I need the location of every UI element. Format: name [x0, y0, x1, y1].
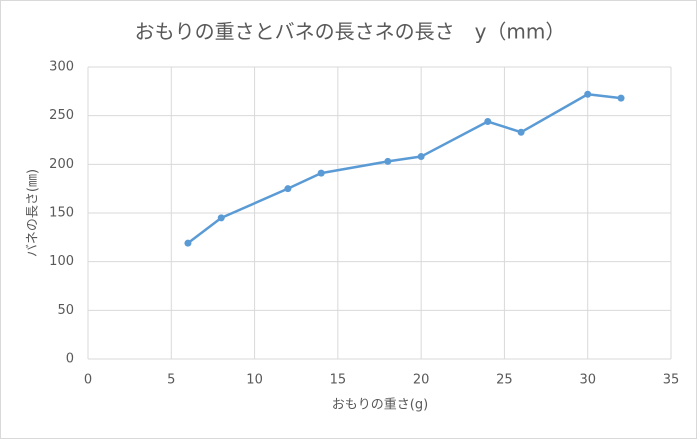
y-tick-label: 50: [57, 303, 74, 318]
data-point: [417, 153, 425, 161]
x-tick-label: 10: [246, 373, 263, 388]
data-point: [584, 90, 592, 98]
y-axis-label: バネの長さ(㎜): [26, 169, 41, 257]
data-point: [184, 239, 192, 247]
x-tick-label: 0: [84, 373, 92, 388]
data-point: [517, 128, 525, 136]
y-tick-label: 200: [49, 157, 74, 172]
data-point: [384, 157, 392, 165]
chart-title: おもりの重さとバネの長さネの長さ y（mm）: [135, 20, 566, 44]
x-tick-label: 15: [330, 373, 347, 388]
data-point: [217, 214, 225, 222]
data-point: [317, 169, 325, 177]
x-axis-label: おもりの重さ(g): [332, 397, 428, 413]
x-tick-label: 35: [663, 373, 680, 388]
data-point: [284, 185, 292, 193]
y-tick-label: 300: [49, 60, 74, 75]
data-line: [187, 93, 622, 245]
data-point: [617, 94, 625, 102]
x-tick-label: 30: [579, 373, 596, 388]
y-tick-label: 150: [49, 206, 74, 221]
y-tick-label: 100: [49, 254, 74, 269]
y-tick-label: 0: [66, 352, 74, 367]
x-tick-label: 25: [496, 373, 513, 388]
x-tick-label: 20: [413, 373, 430, 388]
x-tick-label: 5: [167, 373, 175, 388]
y-tick-label: 250: [49, 108, 74, 123]
data-point: [484, 118, 492, 126]
